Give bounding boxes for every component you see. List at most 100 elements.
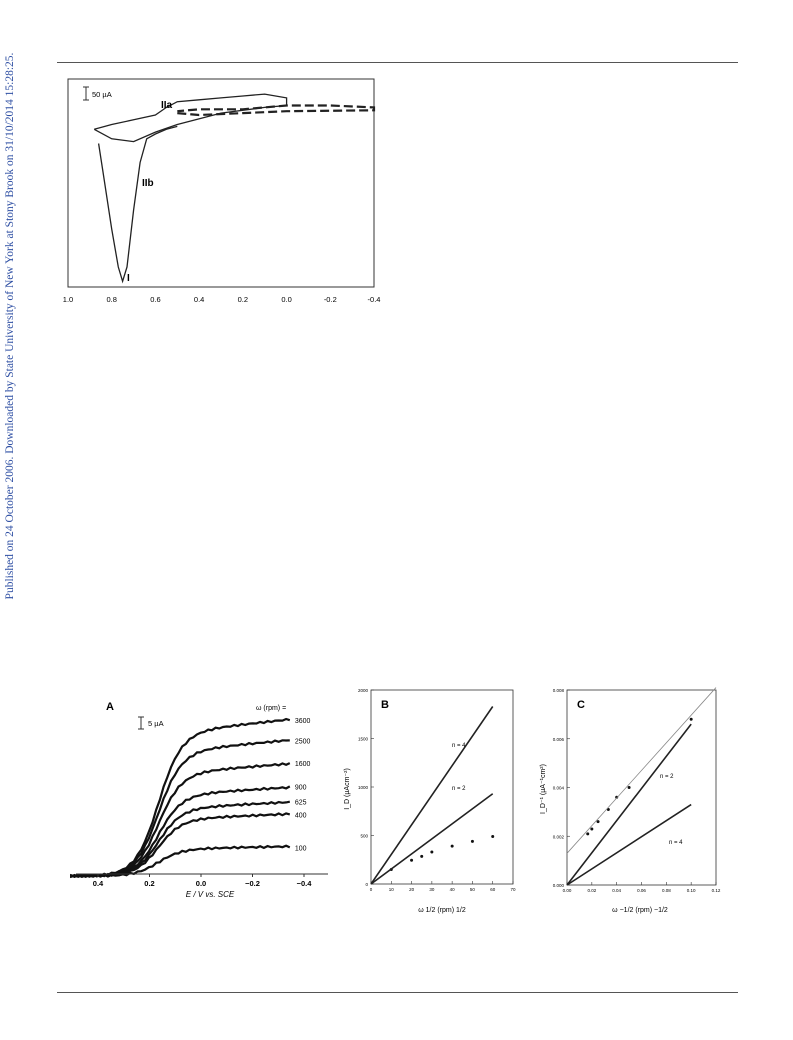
rde-curve-2500: [70, 739, 290, 878]
kl-y-tick: 0.004: [553, 786, 565, 791]
rde-curve-100: [70, 844, 291, 878]
levich-line-n=4: [370, 706, 494, 885]
bottom-rule: [57, 992, 738, 993]
rde-figure: A 5 µA ω (rpm) = 3600 2500 1600 900 625 400 10…: [70, 701, 328, 899]
kl-x-tick: 0.06: [637, 888, 646, 893]
download-notice-text: Published on 24 October 2006. Downloaded…: [4, 52, 16, 600]
cv-x-tick: -0.2: [324, 295, 337, 304]
levich-y-tick: 1000: [358, 785, 369, 790]
kl-y-label: I_D⁻¹ (µA⁻¹cm²): [540, 764, 547, 814]
kl-data-point: [586, 832, 590, 836]
levich-x-tick: 0: [370, 887, 373, 892]
levich-y-label: I_D (µAcm⁻²): [344, 768, 351, 810]
kl-y-tick: 0.008: [553, 688, 565, 693]
rde-omega-header: ω (rpm) =: [256, 705, 286, 712]
rde-rpm-label-100: 100: [295, 845, 307, 852]
rde-curves: 3600 2500 1600 900 625 400 100: [70, 717, 311, 879]
levich-data-point: [420, 854, 424, 858]
levich-x-tick: 10: [389, 887, 395, 892]
rde-x-label: E / V vs. SCE: [186, 890, 235, 899]
levich-x-tick: 40: [450, 887, 456, 892]
kl-x-tick: 0.00: [563, 888, 572, 893]
levich-n4-label: n = 4: [452, 743, 466, 749]
rde-x-ticks: 0.4 0.2 0.0 −0.2 −0.4: [93, 874, 312, 888]
levich-y-tick: 0: [365, 882, 368, 887]
kl-x-tick: 0.10: [687, 888, 696, 893]
levich-line-n=2: [370, 793, 494, 885]
levich-y-tick: 1500: [358, 737, 369, 742]
levich-panel-label: B: [381, 699, 389, 711]
kl-panel-label: C: [577, 699, 585, 711]
levich-data-point: [410, 858, 414, 862]
kl-x-tick: 0.02: [587, 888, 596, 893]
levich-x-tick: 30: [429, 887, 435, 892]
rde-x-tick: 0.0: [196, 879, 206, 888]
kl-n2-label: n = 2: [660, 774, 674, 780]
kl-data-point: [596, 820, 600, 824]
levich-x-tick: 20: [409, 887, 415, 892]
kl-x-label: ω −1/2 (rpm) −1/2: [612, 907, 668, 914]
cv-x-ticks: 1.0 0.8 0.6 0.4 0.2 0.0 -0.2 -0.4: [63, 295, 381, 304]
cv-scale-bar: [83, 86, 89, 101]
kl-y-tick: 0.006: [553, 737, 565, 742]
cv-peak-label-IIb: IIb: [142, 178, 154, 189]
levich-plot-area: 2000 1500 1000 500 00 10 20 30 40 50 60 70: [358, 688, 516, 892]
rde-rpm-label-400: 400: [295, 812, 307, 819]
cv-peak-label-I: I: [127, 273, 130, 284]
rde-curve-400: [70, 812, 291, 878]
rde-rpm-label-1600: 1600: [295, 761, 311, 768]
cv-x-tick: 0.8: [106, 295, 116, 304]
rde-rpm-label-2500: 2500: [295, 738, 311, 745]
kl-data-point: [627, 786, 631, 789]
rde-rpm-label-900: 900: [295, 784, 307, 791]
download-notice: Published on 24 October 2006. Downloaded…: [0, 0, 20, 660]
rde-rpm-label-625: 625: [295, 800, 307, 807]
levich-x-tick: 70: [510, 887, 516, 892]
cv-x-tick: 0.6: [150, 295, 160, 304]
cv-x-tick: 0.0: [281, 295, 291, 304]
cv-x-tick: 1.0: [63, 295, 73, 304]
levich-data-point: [430, 850, 434, 854]
top-rule: [57, 62, 738, 63]
cv-x-tick: -0.4: [368, 295, 381, 304]
levich-data-point: [470, 839, 474, 843]
levich-x-label: ω 1/2 (rpm) 1/2: [418, 907, 466, 914]
levich-data-point: [450, 844, 454, 848]
kl-x-tick: 0.12: [712, 888, 721, 893]
levich-n2-label: n = 2: [452, 786, 466, 792]
rde-x-tick: 0.2: [144, 879, 154, 888]
rde-panel-label: A: [106, 701, 114, 713]
levich-y-tick: 2000: [358, 688, 369, 693]
rde-x-tick: 0.4: [93, 879, 104, 888]
cv-figure: 50 µA IIa IIb I 1.0 0.8 0.6 0.4 0.2 0.0 -0.2 -0…: [63, 78, 381, 304]
kl-y-tick: 0.002: [553, 834, 565, 839]
cv-x-tick: 0.2: [238, 295, 248, 304]
kl-n4-label: n = 4: [669, 840, 683, 846]
kl-y-tick: 0.000: [553, 883, 565, 888]
kl-data-point: [590, 827, 594, 831]
levich-figure: B 2000 1500 1000 500 00 10 20 30 40 50 60 70 I_D (µ…: [344, 688, 516, 914]
rde-curve-625: [70, 800, 291, 879]
rde-rpm-label-3600: 3600: [295, 718, 311, 725]
kl-x-tick: 0.08: [662, 888, 671, 893]
kl-data-point: [615, 795, 619, 799]
rde-curve-900: [70, 785, 291, 879]
cv-x-tick: 0.4: [194, 295, 204, 304]
levich-frame: [370, 689, 514, 885]
levich-x-tick: 50: [470, 887, 476, 892]
rde-curve-1600: [70, 762, 291, 879]
cv-series-2: [93, 93, 288, 143]
levich-data-point: [491, 834, 495, 838]
levich-x-tick: 60: [490, 887, 496, 892]
cv-peak-label-IIa: IIa: [161, 100, 173, 111]
kl-line-n=4: [566, 803, 692, 886]
kl-line-n=2: [566, 723, 692, 886]
cv-curves: [93, 93, 376, 284]
rde-x-tick: −0.2: [245, 879, 260, 888]
levich-y-tick: 500: [360, 834, 368, 839]
rde-scale-label: 5 µA: [148, 719, 164, 728]
kl-x-tick: 0.04: [612, 888, 621, 893]
rde-scale-bar: [138, 716, 144, 730]
